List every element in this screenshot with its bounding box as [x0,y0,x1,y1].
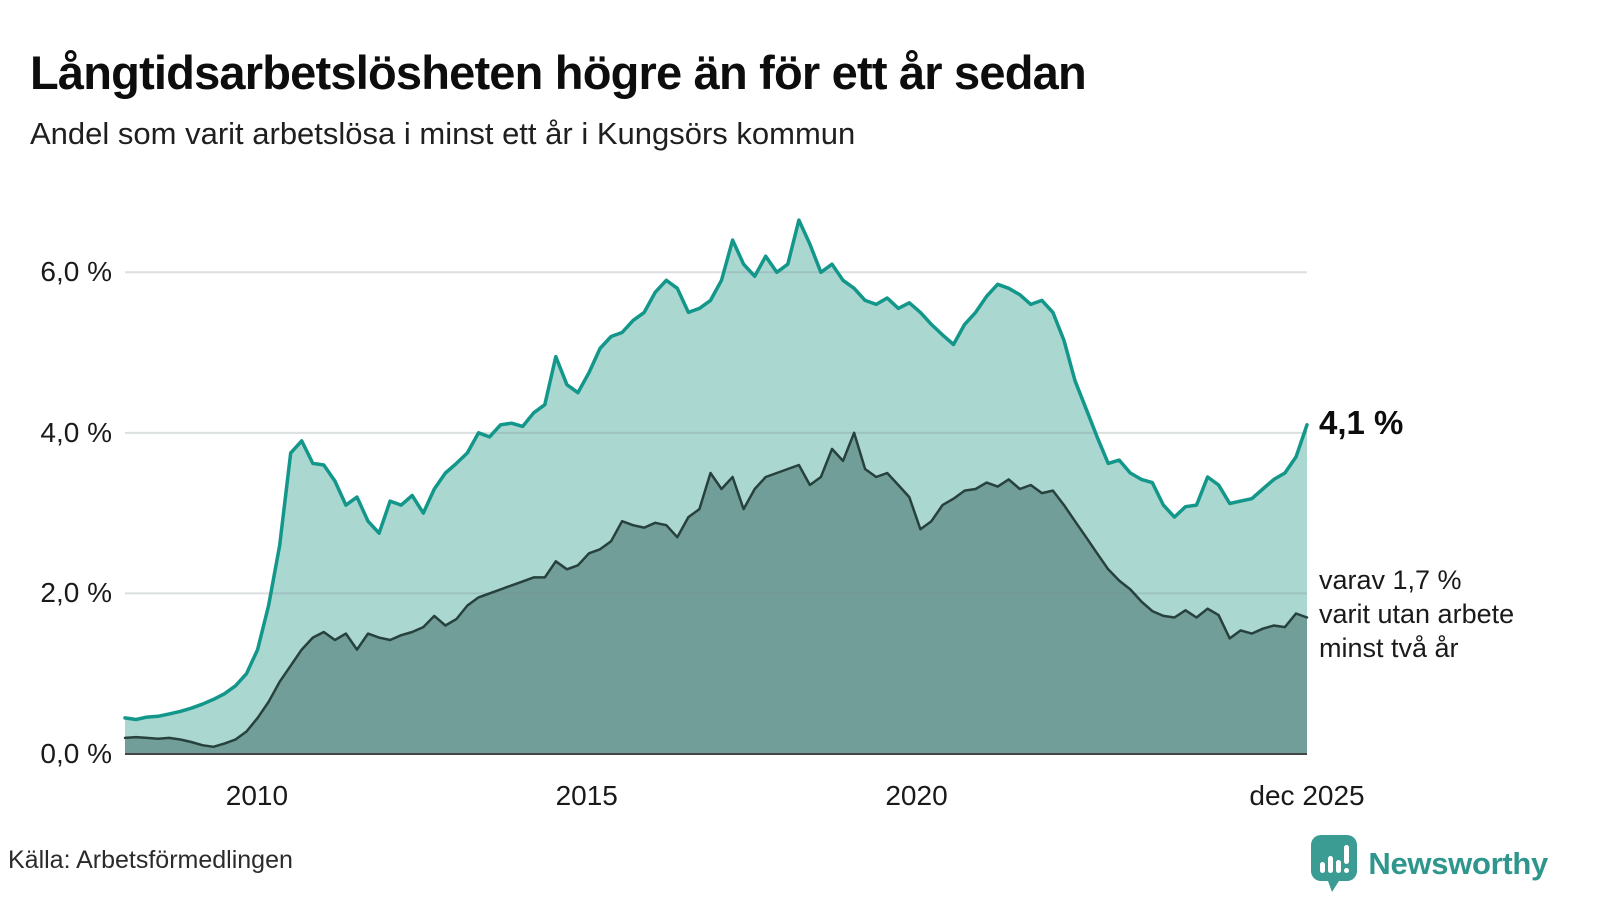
newsworthy-chart-bubble-icon [1311,835,1358,892]
newsworthy-wordmark: Newsworthy [1368,845,1548,881]
x-tick-label-dec-2025: dec 2025 [1249,780,1365,811]
y-tick-label-2: 2,0 % [40,577,112,609]
x-tick-label-2015: 2015 [555,780,618,811]
series-line-1 [123,431,1309,749]
y-tick-label-4: 4,0 % [40,416,112,448]
series-line-0 [123,218,1309,722]
x-tick-label-2020: 2020 [885,780,948,811]
source-note: Källa: Arbetsförmedlingen [8,846,293,874]
page-title: Långtidsarbetslösheten högre än för ett … [30,46,1087,100]
page-subtitle: Andel som varit arbetslösa i minst ett å… [30,116,856,151]
y-tick-label-0: 0,0 % [40,738,112,769]
secondary-value-annotation: varav 1,7 % varit utan arbete minst två … [1319,565,1515,663]
latest-value-annotation: 4,1 % [1319,404,1404,441]
x-tick-label-2010: 2010 [225,780,289,811]
newsworthy-logo: Newsworthy [1311,835,1548,892]
area-fill-series-1 [125,432,1307,754]
y-tick-label-6: 6,0 % [40,256,112,288]
